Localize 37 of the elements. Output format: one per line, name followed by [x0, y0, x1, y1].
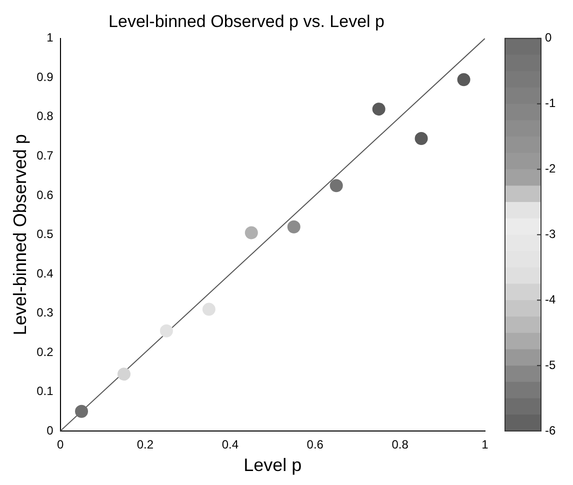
point: [372, 102, 386, 116]
point: [75, 404, 88, 418]
point: [244, 226, 258, 240]
x-tick-label: 1: [482, 438, 489, 452]
y-tick-label: 0: [46, 423, 54, 438]
y-tick-label: 0.5: [36, 227, 54, 242]
y-tick-label: 0.8: [36, 109, 54, 124]
color-bar-label: -4: [545, 292, 556, 306]
y-axis-title: Level-binned Observed p: [10, 134, 30, 336]
y-tick-label: 0.3: [36, 306, 54, 320]
point: [457, 73, 470, 86]
y-tick-label: 0.9: [36, 70, 54, 84]
point: [117, 368, 130, 381]
x-tick-label: 0.8: [392, 438, 409, 452]
point: [287, 220, 300, 234]
color-bar-label: -5: [545, 358, 556, 372]
chart-title: Level-binned Observed p vs. Level p: [108, 12, 384, 31]
color-bar-label: -3: [545, 227, 556, 242]
y-tick-label: 0.1: [36, 384, 54, 398]
y-tick-label: 0.6: [36, 188, 54, 202]
x-tick-label: 0.2: [136, 438, 154, 452]
point: [202, 302, 216, 316]
y-tick-label: 0.7: [36, 148, 54, 162]
x-tick-label: 0.6: [306, 438, 324, 452]
point: [160, 324, 173, 338]
y-tick-label: 0.2: [36, 344, 54, 359]
y-tick-label: 1: [46, 30, 54, 45]
x-tick-label: 0.4: [222, 438, 239, 452]
point: [330, 179, 343, 192]
color-bar-label: -6: [545, 423, 556, 438]
y-tick-label: 0.4: [36, 266, 54, 280]
color-bar-label: -2: [545, 162, 556, 176]
x-axis-title: Level p: [244, 455, 302, 476]
point: [414, 132, 428, 146]
color-bar-label: 0: [545, 30, 552, 45]
color-bar-label: -1: [545, 96, 556, 110]
x-tick-label: 0: [56, 438, 64, 452]
